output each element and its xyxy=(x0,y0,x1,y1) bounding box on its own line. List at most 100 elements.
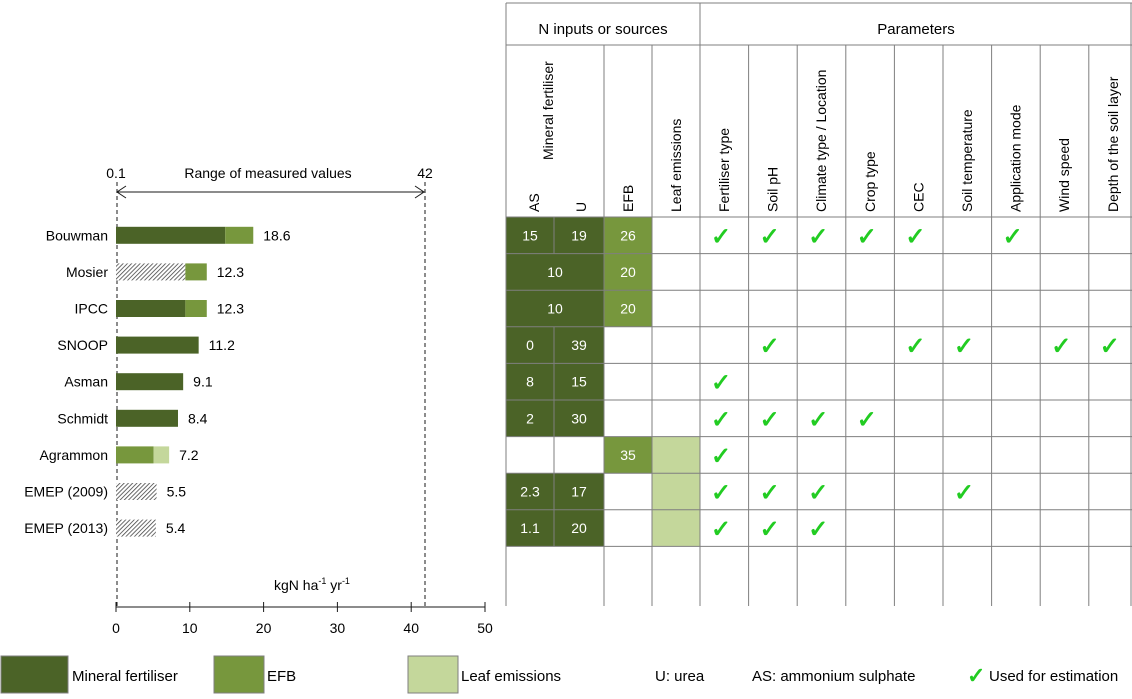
efb-header: EFB xyxy=(620,185,636,212)
check-icon: ✓ xyxy=(808,406,828,433)
check-icon: ✓ xyxy=(760,223,780,250)
u-cell xyxy=(554,217,604,254)
x-tick-label: 30 xyxy=(330,620,346,636)
bar-segment-mineral xyxy=(116,409,178,427)
unit-label: kgN ha-1 yr-1 xyxy=(274,576,350,593)
param-header: Crop type xyxy=(862,151,878,212)
mineral-value: 10 xyxy=(547,264,563,280)
u-cell xyxy=(554,509,604,547)
check-icon: ✓ xyxy=(1100,333,1120,360)
u-value: 17 xyxy=(571,484,587,500)
u-cell xyxy=(554,473,604,510)
bar-value-label: 7.2 xyxy=(179,447,199,463)
legend-swatch-leaf xyxy=(407,655,459,694)
check-icon: ✓ xyxy=(857,223,877,250)
x-tick-label: 10 xyxy=(182,620,198,636)
param-header: CEC xyxy=(910,182,926,212)
check-icon: ✓ xyxy=(760,333,780,360)
bar-segment-hatched xyxy=(116,483,157,500)
param-header: Soil pH xyxy=(765,167,781,212)
bar-chart: Bouwman 18.6 Mosier 12.3 IPCC 12.3 SNOOP 11.2 As… xyxy=(24,226,291,537)
param-header: Fertiliser type xyxy=(716,128,732,212)
check-icon: ✓ xyxy=(711,516,731,543)
model-label: IPCC xyxy=(75,301,108,317)
check-icon: ✓ xyxy=(711,406,731,433)
range-max-label: 42 xyxy=(417,165,433,181)
as-value: 0 xyxy=(526,337,534,353)
u-value: 19 xyxy=(571,227,587,243)
bar-value-label: 8.4 xyxy=(188,410,208,426)
bar-value-label: 12.3 xyxy=(217,301,244,317)
legend: Mineral fertiliser EFB Leaf emissions U:… xyxy=(0,655,1118,694)
model-label: Mosier xyxy=(66,264,108,280)
bar-value-label: 9.1 xyxy=(193,374,213,390)
mineral-cell xyxy=(506,290,604,327)
model-label: SNOOP xyxy=(57,337,108,353)
bar-value-label: 12.3 xyxy=(217,264,244,280)
bar-value-label: 5.5 xyxy=(167,484,187,500)
x-tick-label: 0 xyxy=(112,620,120,636)
mineral-cell xyxy=(506,253,604,291)
check-icon: ✓ xyxy=(808,516,828,543)
range-annotation: 0.1 Range of measured values 42 xyxy=(106,165,433,607)
bar-segment-leaf xyxy=(153,446,170,464)
as-cell xyxy=(506,473,554,510)
model-label: Bouwman xyxy=(46,227,108,243)
efb-cell xyxy=(604,290,652,327)
u-value: 30 xyxy=(571,410,587,426)
bar-segment-efb xyxy=(185,263,207,281)
leaf-emissions-header: Leaf emissions xyxy=(668,119,684,212)
bar-value-label: 5.4 xyxy=(166,520,186,536)
u-cell xyxy=(554,363,604,400)
range-arrow-right-head xyxy=(414,185,425,199)
check-icon: ✓ xyxy=(711,443,731,470)
check-icon: ✓ xyxy=(760,516,780,543)
efb-cell xyxy=(604,436,652,474)
legend-leaf-label: Leaf emissions xyxy=(461,668,561,685)
mineral-value: 10 xyxy=(547,301,563,317)
check-icon: ✓ xyxy=(954,333,974,360)
efb-value: 20 xyxy=(620,301,636,317)
legend-efb-label: EFB xyxy=(267,668,296,685)
u-value: 39 xyxy=(571,337,587,353)
bar-segment-efb xyxy=(225,226,254,244)
bar-segment-efb xyxy=(116,446,154,464)
check-icon: ✓ xyxy=(905,223,925,250)
efb-cell xyxy=(604,217,652,254)
efb-cell xyxy=(604,253,652,291)
bar-segment-efb xyxy=(185,300,207,317)
as-cell xyxy=(506,509,554,547)
check-icon: ✓ xyxy=(760,406,780,433)
x-axis: 0 10 20 30 40 50 xyxy=(112,602,493,636)
bar-segment-hatched xyxy=(116,263,186,281)
parameter-table: N inputs or sources Parameters AS Mineral f… xyxy=(505,2,1132,606)
x-tick-label: 20 xyxy=(256,620,272,636)
check-icon: ✓ xyxy=(760,480,780,507)
check-icon: ✓ xyxy=(1003,223,1023,250)
leaf-cell xyxy=(652,509,700,547)
model-label: Agrammon xyxy=(40,447,108,463)
mineral-fertiliser-header: Mineral fertiliser xyxy=(540,61,556,160)
check-icon: ✓ xyxy=(711,223,731,250)
range-label: Range of measured values xyxy=(184,165,351,181)
x-tick-label: 40 xyxy=(403,620,419,636)
inputs-header: N inputs or sources xyxy=(538,21,667,38)
bar-segment-mineral xyxy=(116,336,199,354)
as-cell xyxy=(506,217,554,254)
check-icon: ✓ xyxy=(711,370,731,397)
u-cell xyxy=(554,400,604,437)
efb-value: 20 xyxy=(620,264,636,280)
check-icon: ✓ xyxy=(711,480,731,507)
as-header: AS xyxy=(526,193,542,212)
bar-segment-hatched xyxy=(116,519,156,537)
check-icon: ✓ xyxy=(808,480,828,507)
param-header: Climate type / Location xyxy=(813,70,829,212)
as-value: 8 xyxy=(526,374,534,390)
as-value: 2 xyxy=(526,410,534,426)
u-value: 15 xyxy=(571,374,587,390)
legend-swatch-efb xyxy=(213,655,265,694)
as-value: 2.3 xyxy=(520,484,540,500)
efb-value: 35 xyxy=(620,447,636,463)
legend-used-label: Used for estimation xyxy=(989,668,1118,685)
